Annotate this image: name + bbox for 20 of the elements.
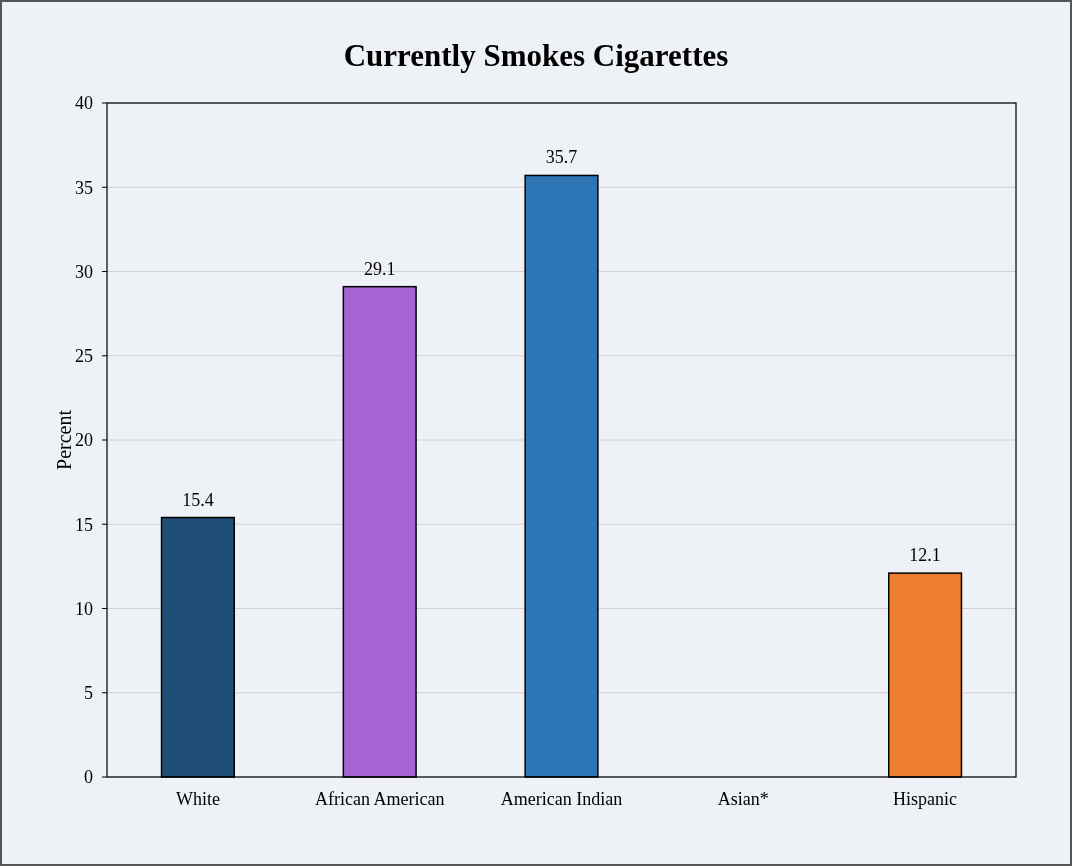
y-tick-label: 5	[84, 683, 93, 704]
data-label: 12.1	[909, 545, 941, 566]
x-tick-label: African American	[314, 789, 445, 809]
chart-title: Currently Smokes Cigarettes	[343, 38, 729, 73]
x-tick-label: Hispanic	[893, 789, 958, 809]
data-label: 35.7	[545, 147, 578, 168]
data-label: 15.4	[182, 489, 214, 510]
x-tick-label: American Indian	[500, 789, 623, 809]
y-tick-label: 35	[75, 177, 93, 198]
x-tick-label: Asian*	[717, 789, 769, 809]
y-tick-label: 0	[84, 767, 93, 788]
y-tick-label: 10	[75, 598, 93, 619]
data-label: 29.1	[363, 258, 396, 279]
y-tick-label: 40	[75, 93, 93, 114]
y-tick-label: 25	[75, 346, 93, 367]
y-tick-label: 15	[75, 514, 93, 535]
y-tick-label: 20	[75, 430, 93, 451]
x-tick-label: White	[175, 789, 220, 809]
y-axis-title: Percent	[53, 409, 75, 470]
y-tick-label: 30	[75, 261, 93, 282]
